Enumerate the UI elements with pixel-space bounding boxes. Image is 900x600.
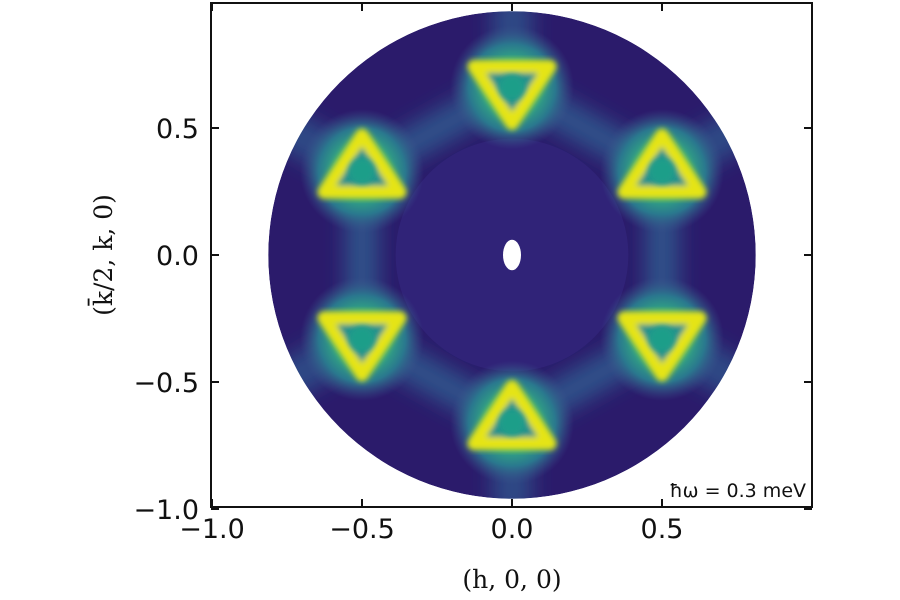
x-axis-label: (h, 0, 0) bbox=[462, 565, 561, 594]
intensity-peak bbox=[300, 109, 424, 234]
intensity-peak bbox=[600, 276, 724, 401]
peak-core bbox=[349, 158, 375, 185]
x-tick-label: −1.0 bbox=[179, 514, 245, 545]
y-axis-label: (k̄/2, k, 0) bbox=[89, 194, 118, 316]
peak-core bbox=[649, 325, 675, 352]
y-tick-label: −1.0 bbox=[133, 495, 199, 526]
detector-map bbox=[268, 11, 756, 499]
x-axis-ticks: −1.0 −0.5 0.0 0.5 bbox=[179, 3, 683, 545]
y-tick-label: 0.0 bbox=[156, 241, 199, 272]
peak-core bbox=[649, 158, 675, 185]
intensity-peak bbox=[450, 360, 574, 485]
y-axis-ticks: −1.0 −0.5 0.0 0.5 bbox=[133, 114, 812, 526]
energy-annotation: ħω = 0.3 meV bbox=[669, 480, 806, 502]
intensity-peaks bbox=[300, 25, 724, 485]
x-tick-label: 0.5 bbox=[641, 514, 684, 545]
peak-core bbox=[499, 74, 525, 101]
intensity-peak bbox=[600, 109, 724, 234]
intensity-peak bbox=[300, 276, 424, 401]
plot-area bbox=[211, 3, 812, 507]
peak-core bbox=[499, 409, 525, 436]
x-tick-label: −0.5 bbox=[329, 514, 395, 545]
y-tick-label: 0.5 bbox=[156, 114, 199, 145]
y-tick-label: −0.5 bbox=[133, 368, 199, 399]
peak-core bbox=[349, 325, 375, 352]
intensity-peak bbox=[450, 25, 574, 150]
x-tick-label: 0.0 bbox=[491, 514, 534, 545]
center-mask bbox=[503, 239, 521, 271]
